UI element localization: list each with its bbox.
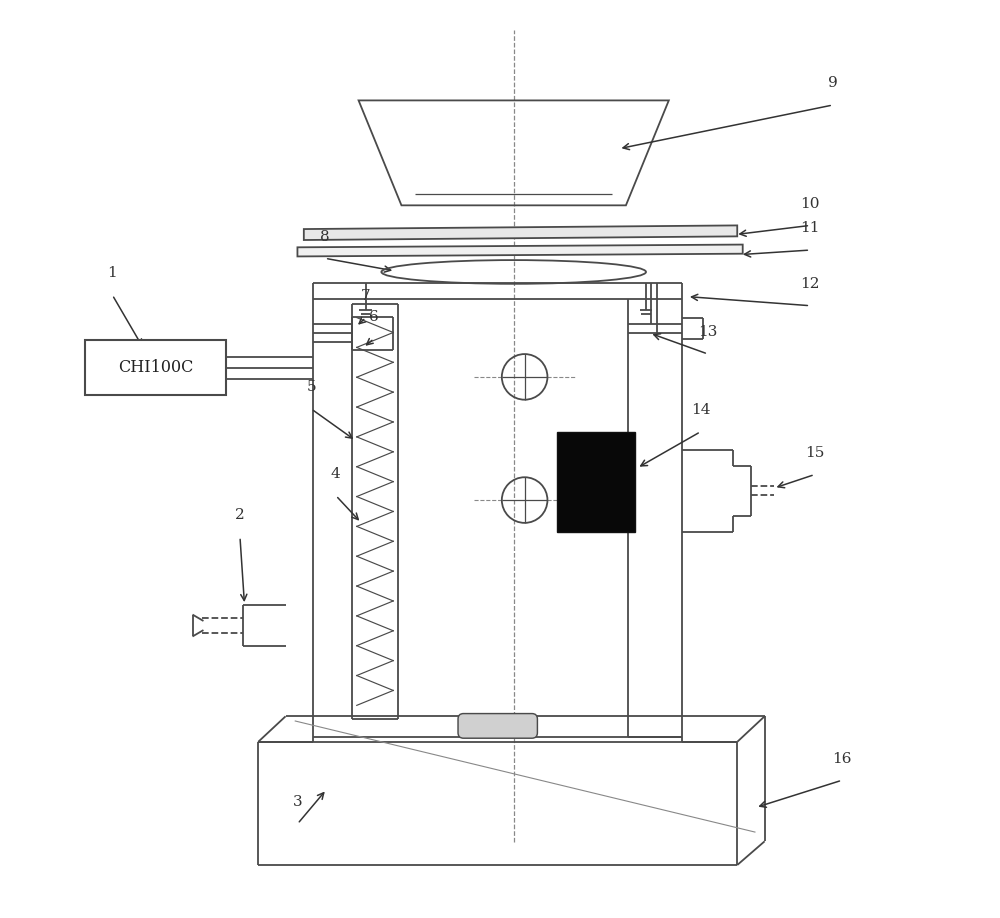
Text: 13: 13 bbox=[698, 326, 718, 340]
Text: 1: 1 bbox=[107, 266, 117, 280]
Text: 10: 10 bbox=[800, 196, 820, 211]
Text: 9: 9 bbox=[828, 76, 838, 90]
Bar bbox=[85, 341, 226, 395]
Polygon shape bbox=[304, 226, 737, 240]
Text: 16: 16 bbox=[832, 752, 852, 766]
Text: 4: 4 bbox=[331, 467, 341, 481]
Text: 2: 2 bbox=[235, 508, 245, 522]
Text: CHI100C: CHI100C bbox=[118, 359, 193, 376]
Text: 5: 5 bbox=[306, 380, 316, 394]
Text: 14: 14 bbox=[691, 403, 710, 417]
Bar bbox=[557, 431, 635, 532]
Text: 15: 15 bbox=[805, 446, 824, 460]
Text: 7: 7 bbox=[361, 289, 371, 303]
Text: 12: 12 bbox=[800, 277, 820, 291]
Polygon shape bbox=[297, 244, 743, 256]
FancyBboxPatch shape bbox=[458, 713, 537, 738]
Text: 6: 6 bbox=[369, 310, 379, 324]
Text: 11: 11 bbox=[800, 221, 820, 235]
Text: 3: 3 bbox=[293, 795, 302, 810]
Text: 8: 8 bbox=[320, 230, 330, 243]
